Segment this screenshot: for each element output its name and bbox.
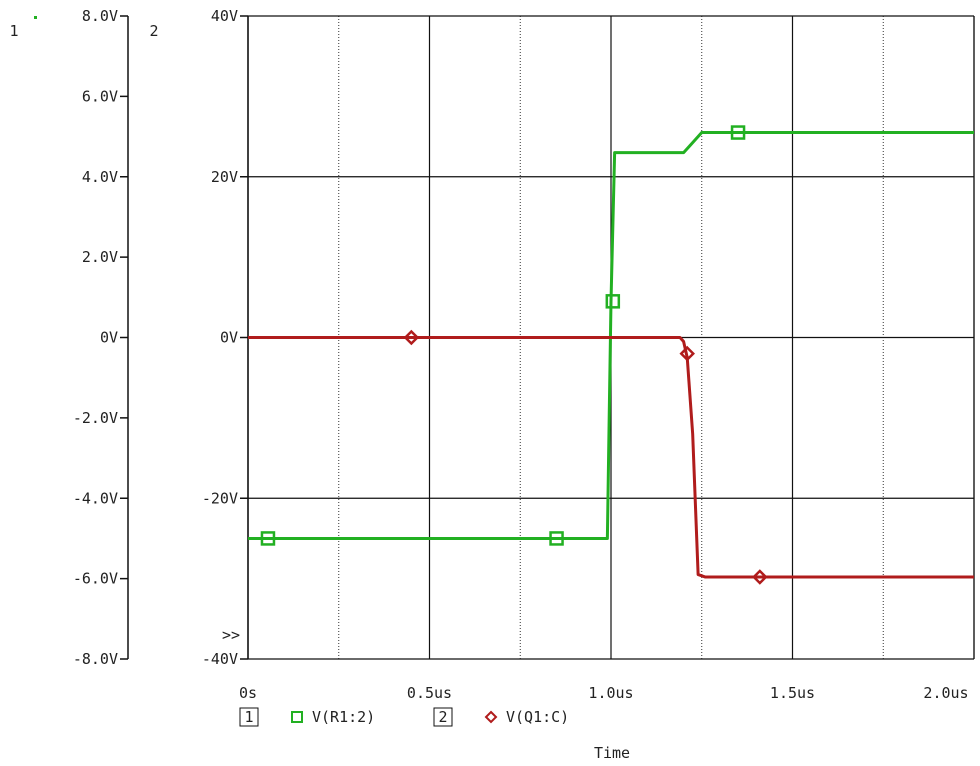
overflow-marker: >>	[222, 626, 240, 644]
legend-axis-label: 1	[244, 708, 253, 726]
axis-2-tick-label: 20V	[211, 168, 238, 186]
legend-marker-diamond	[484, 710, 498, 724]
legend-axis-label: 2	[438, 708, 447, 726]
x-tick-label: 2.0us	[923, 684, 968, 702]
axis-1-series-dot	[34, 16, 37, 19]
axis-1-tick-label: -4.0V	[73, 489, 118, 507]
series-1-point	[605, 294, 621, 309]
axis-2-tick-label: -20V	[202, 489, 238, 507]
axis-1-tick-label: -8.0V	[73, 650, 118, 668]
legend-axis-box	[433, 707, 453, 727]
axis-1-tick-label: 0V	[100, 329, 118, 347]
axis-1-tick-label: 2.0V	[82, 248, 118, 266]
series-1-point	[549, 531, 564, 546]
series-1-point	[260, 531, 276, 546]
x-tick-label: 1.5us	[770, 684, 815, 702]
legend-series-name: V(Q1:C)	[506, 708, 569, 726]
series-1-point	[730, 125, 746, 140]
series-line-1	[248, 131, 974, 540]
axis-1-number: 1	[9, 22, 18, 40]
series-2-point	[679, 345, 695, 362]
axis-1-tick-label: 4.0V	[82, 168, 118, 186]
axis-2-tick-label: -40V	[202, 650, 238, 668]
labels: 8.0V 6.0V 4.0V 2.0V 0V -2.0V -4.0V -6.0V -8.0V 1 4…	[9, 7, 968, 762]
legend: 1 V(R1:2) 2 V(Q1:C)	[239, 707, 569, 727]
series-line-2	[248, 336, 974, 579]
axis-2-number: 2	[149, 22, 158, 40]
x-tick-label: 0s	[239, 684, 257, 702]
axis-1-tick-label: -2.0V	[73, 409, 118, 427]
legend-axis-box	[239, 707, 259, 727]
axis-2-tick-label: 0V	[220, 329, 238, 347]
axis-1-tick-label: -6.0V	[73, 570, 118, 588]
x-tick-label: 0.5us	[407, 684, 452, 702]
series-2-point	[403, 329, 420, 346]
series-layer	[248, 125, 974, 585]
legend-series-name: V(R1:2)	[312, 708, 375, 726]
axis-1-tick-label: 6.0V	[82, 87, 118, 105]
axis-2-tick-label: 40V	[211, 7, 238, 25]
x-axis-label: Time	[594, 744, 630, 762]
legend-marker-square	[291, 711, 303, 723]
axis-1-tick-label: 8.0V	[82, 7, 118, 25]
series-2-point	[752, 569, 768, 585]
x-tick-label: 1.0us	[588, 684, 633, 702]
